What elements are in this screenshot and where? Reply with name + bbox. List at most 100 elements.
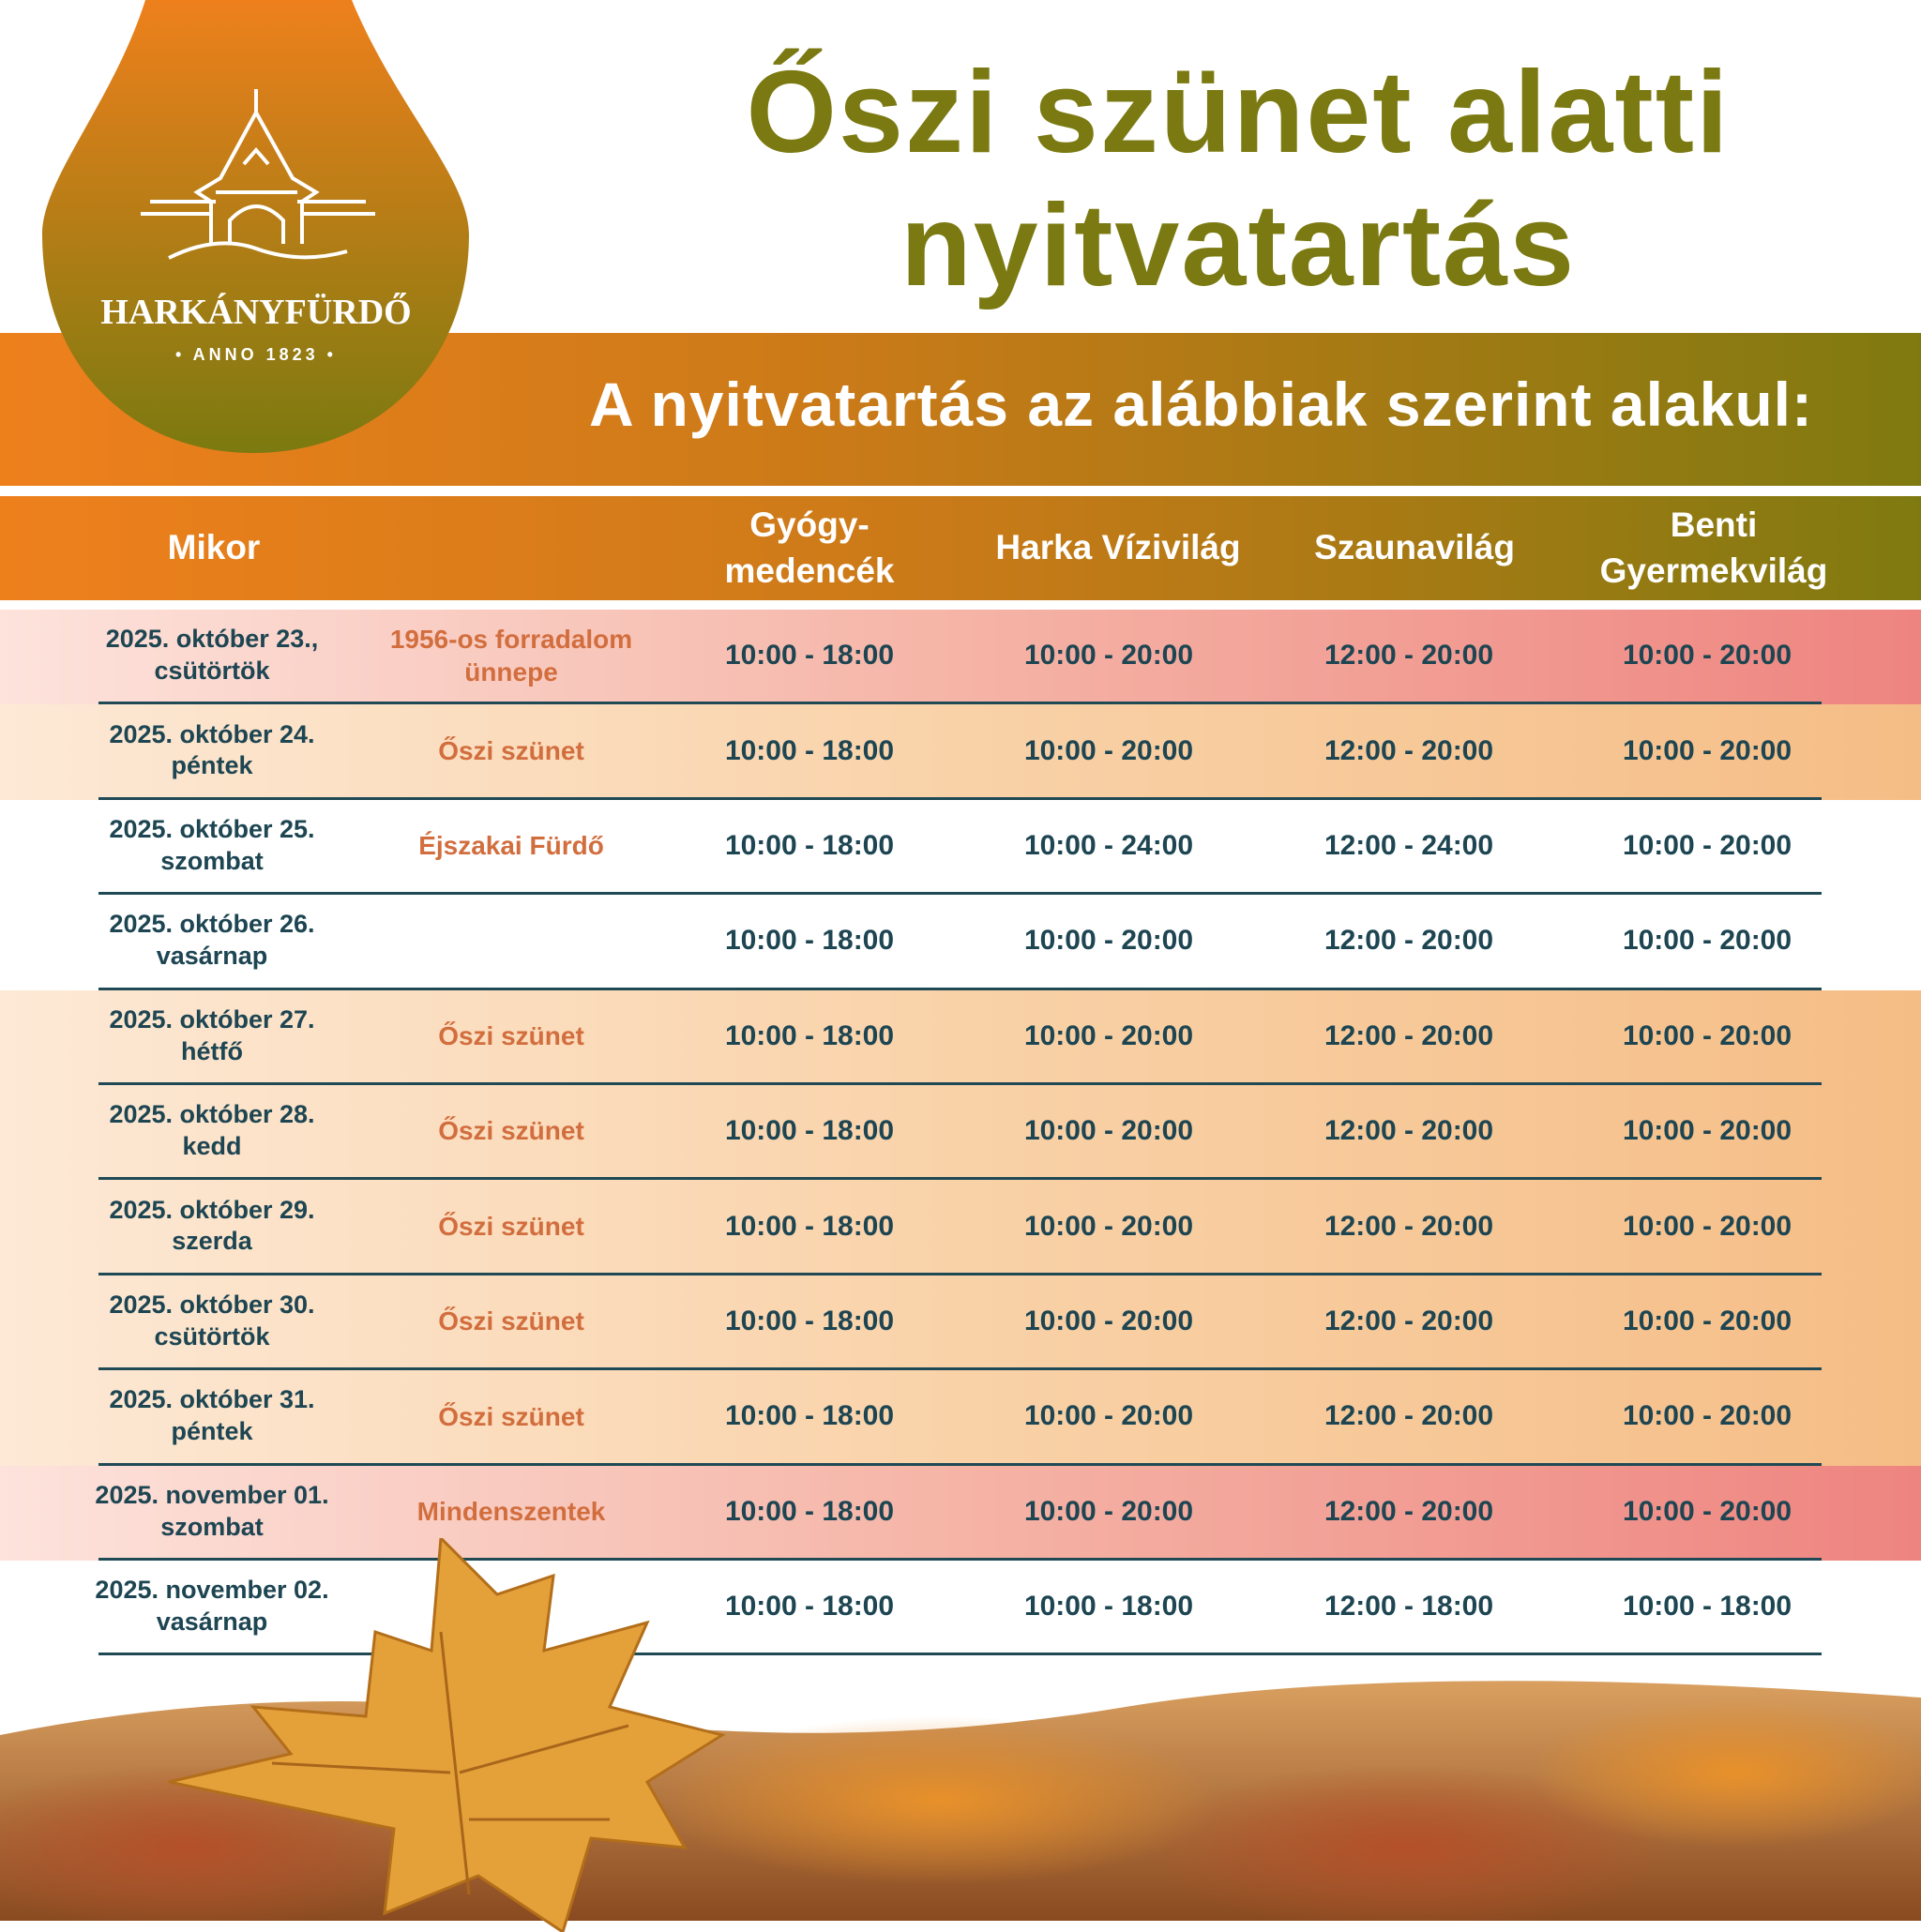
hours-benti: 10:00 - 20:00 [1622, 1400, 1792, 1432]
row-divider [98, 702, 1822, 705]
hours-benti: 10:00 - 20:00 [1622, 1019, 1792, 1051]
hours-gyogy: 10:00 - 18:00 [724, 925, 895, 957]
table-row: 2025. október 30. csütörtök Őszi szünet 10:… [0, 1275, 1921, 1371]
hours-gyogy: 10:00 - 18:00 [724, 1591, 895, 1623]
date: 2025. november 01. [95, 1480, 329, 1509]
row-divider [98, 1653, 1822, 1656]
table-row: 2025. október 24. péntek Őszi szünet 10:00 … [0, 704, 1921, 800]
date-cell: 2025. október 28. kedd [62, 1085, 362, 1177]
event-label: Őszi szünet [438, 1116, 584, 1146]
harkanyfurdo-logo: HARKÁNYFÜRDŐ • ANNO 1823 • [42, 0, 469, 453]
date: 2025. október 26. [109, 910, 315, 939]
hours-harka: 10:00 - 20:00 [1023, 1019, 1194, 1051]
hours-gyogy: 10:00 - 18:00 [724, 1495, 895, 1527]
weekday: hétfő [181, 1036, 243, 1065]
date: 2025. október 30. [109, 1290, 315, 1319]
hours-harka: 10:00 - 20:00 [1023, 1495, 1194, 1527]
hours-harka: 10:00 - 20:00 [1023, 640, 1194, 672]
date-cell: 2025. október 31. péntek [62, 1370, 362, 1462]
hours-gyogy: 10:00 - 18:00 [724, 1210, 895, 1242]
date: 2025. október 25. [109, 815, 315, 844]
weekday: péntek [171, 751, 253, 780]
header-harka-vizivilag: Harka Vízivilág [995, 528, 1241, 567]
hours-harka: 10:00 - 20:00 [1023, 925, 1194, 957]
table-row: 2025. október 31. péntek Őszi szünet 10:00 … [0, 1370, 1921, 1466]
event-label: Őszi szünet [438, 1211, 584, 1241]
hours-gyogy: 10:00 - 18:00 [724, 830, 895, 862]
header-gyogymedencek: Gyógy- medencék [724, 506, 895, 590]
date: 2025. október 27. [109, 1004, 315, 1034]
date: 2025. október 28. [109, 1100, 315, 1129]
row-divider [98, 1081, 1822, 1085]
hours-gyogy: 10:00 - 18:00 [724, 1305, 895, 1336]
hours-benti: 10:00 - 20:00 [1622, 640, 1792, 672]
hours-benti: 10:00 - 20:00 [1622, 925, 1792, 957]
weekday: csütörtök [154, 1321, 270, 1351]
weekday: péntek [171, 1417, 253, 1446]
date-cell: 2025. október 27. hétfő [62, 990, 362, 1082]
row-divider [98, 892, 1822, 896]
hours-szauna: 12:00 - 20:00 [1324, 1210, 1494, 1242]
hours-harka: 10:00 - 20:00 [1023, 1210, 1194, 1242]
bath-house-icon [141, 89, 375, 260]
hours-gyogy: 10:00 - 18:00 [724, 1115, 895, 1147]
row-divider [98, 1557, 1822, 1561]
weekday: kedd [182, 1131, 242, 1160]
event-label: Őszi szünet [438, 1306, 584, 1336]
date-cell: 2025. október 30. csütörtök [62, 1275, 362, 1367]
hours-szauna: 12:00 - 20:00 [1324, 640, 1494, 672]
event-label: Mindenszentek [416, 1497, 606, 1527]
date: 2025. október 24. [109, 719, 315, 748]
hours-benti: 10:00 - 20:00 [1622, 734, 1792, 766]
header-szaunavilag: Szaunavilág [1314, 528, 1515, 567]
hours-szauna: 12:00 - 20:00 [1324, 1305, 1494, 1336]
weekday: szombat [160, 846, 264, 875]
hours-harka: 10:00 - 20:00 [1023, 1115, 1194, 1147]
event-label: 1956-os forradalom ünnepe [389, 625, 633, 687]
weekday: szerda [172, 1227, 252, 1256]
event-label: Őszi szünet [438, 1401, 584, 1431]
maple-leaf-icon [168, 1538, 726, 1932]
table-row: 2025. október 25. szombat Éjszakai Fürdő 10… [0, 800, 1921, 896]
date: 2025. november 02. [95, 1576, 329, 1605]
hours-szauna: 12:00 - 24:00 [1324, 830, 1494, 862]
page-title-line1: Őszi szünet alatti [746, 48, 1731, 177]
date: 2025. október 29. [109, 1195, 315, 1224]
hours-benti: 10:00 - 20:00 [1622, 1305, 1792, 1336]
table-row: 2025. október 27. hétfő Őszi szünet 10:00 -… [0, 989, 1921, 1085]
table-row: 2025. október 23., csütörtök 1956-os forra… [0, 610, 1921, 705]
hours-szauna: 12:00 - 18:00 [1324, 1591, 1494, 1623]
hours-szauna: 12:00 - 20:00 [1324, 1115, 1494, 1147]
date-cell: 2025. október 25. szombat [62, 800, 362, 892]
hours-szauna: 12:00 - 20:00 [1324, 734, 1494, 766]
page-title-line2: nyitvatartás [900, 181, 1577, 310]
weekday: szombat [160, 1512, 264, 1541]
table-row: 2025. november 01. szombat Mindenszentek 10… [0, 1465, 1921, 1561]
date: 2025. október 31. [109, 1385, 315, 1414]
hours-benti: 10:00 - 18:00 [1622, 1591, 1792, 1623]
date-cell: 2025. október 24. péntek [62, 704, 362, 796]
hours-szauna: 12:00 - 20:00 [1324, 1400, 1494, 1432]
hours-gyogy: 10:00 - 18:00 [724, 734, 895, 766]
row-divider [98, 1177, 1822, 1181]
event-label [366, 895, 657, 987]
table-row: 2025. október 29. szerda Őszi szünet 10:00 … [0, 1180, 1921, 1275]
hours-harka: 10:00 - 20:00 [1023, 734, 1194, 766]
hours-szauna: 12:00 - 20:00 [1324, 1495, 1494, 1527]
hours-gyogy: 10:00 - 18:00 [724, 1400, 895, 1432]
hours-harka: 10:00 - 20:00 [1023, 1305, 1194, 1336]
header-mikor: Mikor [167, 528, 261, 567]
event-label: Éjszakai Fürdő [418, 831, 604, 861]
hours-szauna: 12:00 - 20:00 [1324, 925, 1494, 957]
date-cell: 2025. október 23., csütörtök [62, 610, 362, 702]
hours-benti: 10:00 - 20:00 [1622, 1115, 1792, 1147]
date: 2025. október 23., [105, 625, 319, 654]
hours-gyogy: 10:00 - 18:00 [724, 1019, 895, 1051]
hours-harka: 10:00 - 20:00 [1023, 1400, 1194, 1432]
logo-tagline: • ANNO 1823 • [175, 345, 337, 364]
table-row: 2025. november 02. vasárnap 10:00 - 18:00 1… [0, 1561, 1921, 1656]
date-cell: 2025. október 26. vasárnap [62, 895, 362, 987]
weekday: csütörtök [154, 657, 270, 685]
table-header: Mikor Gyógy- medencék Harka Vízivilág Sz… [0, 496, 1921, 600]
hours-gyogy: 10:00 - 18:00 [724, 640, 895, 672]
